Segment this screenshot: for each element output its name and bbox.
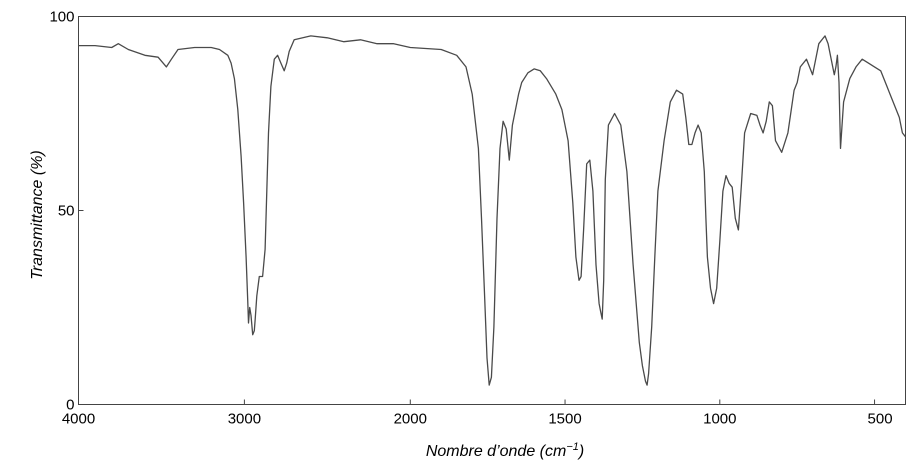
transmittance-series-line bbox=[78, 35, 907, 386]
y-tick-label: 100 bbox=[49, 9, 74, 26]
x-tick-label: 1000 bbox=[703, 411, 736, 428]
x-tick-label: 1500 bbox=[548, 411, 581, 428]
y-axis-ticks: 0 50 100 bbox=[49, 9, 84, 414]
x-axis-title: Nombre d’onde (cm−1) bbox=[426, 441, 584, 460]
x-axis-ticks: 4000 3000 2000 1500 1000 500 bbox=[62, 399, 893, 428]
y-tick-label: 50 bbox=[58, 203, 75, 220]
x-tick-label: 500 bbox=[868, 411, 893, 428]
y-tick-label: 0 bbox=[66, 397, 74, 414]
y-axis-title: Transmittance (%) bbox=[29, 150, 46, 280]
x-tick-label: 3000 bbox=[228, 411, 261, 428]
x-tick-label: 2000 bbox=[394, 411, 427, 428]
plot-frame bbox=[78, 16, 906, 405]
x-tick-label: 4000 bbox=[62, 411, 95, 428]
